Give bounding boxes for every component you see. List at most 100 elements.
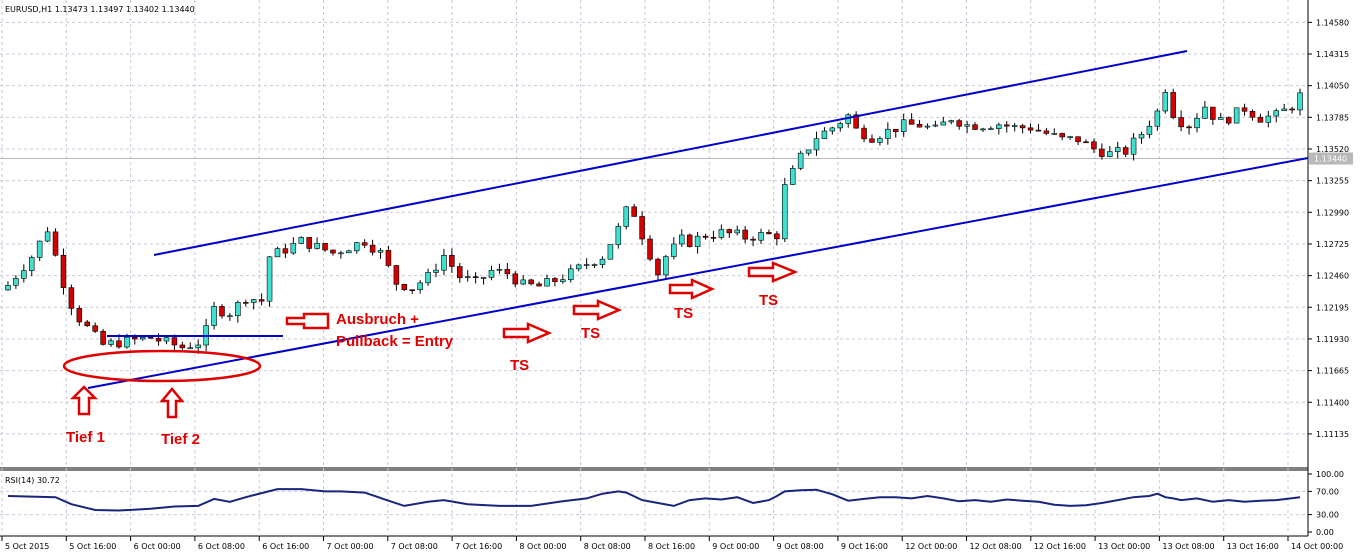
bullish-candle [314,243,320,249]
time-tick-label: 14 Oct 00:00 [1291,542,1343,551]
time-tick-label: 7 Oct 16:00 [455,542,502,551]
bullish-candle [417,282,423,290]
bullish-candle [1265,115,1272,123]
bearish-candle [972,124,978,130]
price-tick-label: 1.11400 [1316,398,1349,407]
price-tick-label: 1.11930 [1316,335,1349,344]
bearish-candle [647,238,653,260]
bearish-candle [1289,108,1295,111]
tief1-label: Tief 1 [66,429,105,446]
bullish-candle [900,119,907,132]
bullish-candle [5,284,11,291]
time-tick-label: 9 Oct 08:00 [777,542,824,551]
ts-label-4: TS [759,292,778,309]
ts-label-2: TS [581,325,600,342]
bullish-candle [1297,92,1303,111]
price-tick-label: 1.12990 [1316,208,1349,217]
bearish-candle [908,119,915,125]
bearish-candle [1186,126,1192,129]
bearish-candle [472,276,479,279]
bearish-candle [68,287,75,309]
bullish-candle [425,272,431,284]
bearish-candle [742,229,748,240]
time-tick-label: 8 Oct 00:00 [519,542,566,551]
bullish-candle [1138,134,1145,139]
rsi-tick-label: 70.00 [1316,487,1339,496]
grid [0,0,1308,536]
bullish-candle [266,256,273,302]
bearish-candle [1225,117,1232,124]
bearish-candle [1075,136,1081,143]
bullish-candle [250,299,257,303]
bullish-candle [441,255,447,271]
bearish-candle [457,266,463,279]
rsi-tick-label: 0.00 [1316,528,1334,537]
bearish-candle [1178,117,1184,128]
bullish-candle [124,336,130,348]
bearish-candle [750,238,756,241]
bearish-candle [76,308,83,323]
bearish-candle [219,306,225,317]
time-tick-label: 8 Oct 08:00 [584,542,631,551]
time-tick-label: 13 Oct 00:00 [1098,542,1150,551]
bullish-candle [163,337,170,342]
bearish-candle [1027,127,1034,131]
bearish-candle [449,255,455,267]
bullish-candle [36,240,43,258]
bullish-candle [1011,125,1018,127]
bearish-candle [100,331,106,345]
time-tick-label: 7 Oct 00:00 [327,542,374,551]
price-tick-label: 1.13785 [1316,113,1349,122]
bullish-candle [211,306,217,326]
bearish-candle [1035,129,1042,132]
bullish-candle [274,248,281,258]
bullish-candle [782,184,788,240]
bearish-candle [1043,130,1050,134]
bearish-candle [853,114,859,129]
bearish-candle [702,235,709,238]
channel-upper-line[interactable] [153,50,1188,256]
bearish-candle [710,237,717,239]
bullish-candle [298,237,305,244]
candles [5,88,1303,354]
bullish-candle [1194,118,1200,129]
lows-ellipse[interactable] [62,349,262,383]
bullish-candle [496,269,503,271]
time-tick-label: 12 Oct 00:00 [905,542,957,551]
bullish-candle [607,244,614,260]
ts-arrow-4 [747,261,799,283]
time-tick-label: 8 Oct 16:00 [648,542,695,551]
rsi-tick-label: 100.00 [1316,470,1344,479]
bearish-candle [1241,107,1248,112]
bearish-candle [869,138,875,143]
price-tick-label: 1.12725 [1316,240,1349,249]
bullish-candle [1067,136,1073,138]
bearish-candle [116,340,122,348]
tief1-arrow-up [69,385,99,416]
current-price-line: 1.13440 [0,152,1353,165]
bullish-candle [718,229,725,238]
rsi-tick-label: 30.00 [1316,511,1339,520]
bearish-candle [726,229,733,234]
time-tick-label: 12 Oct 16:00 [1034,542,1086,551]
bearish-candle [1122,147,1129,155]
bullish-candle [235,302,241,317]
bullish-candle [1218,117,1224,120]
bearish-candle [536,283,542,287]
bullish-candle [988,128,994,130]
rsi-line [7,488,1301,512]
channel-lower-line[interactable] [87,157,1309,389]
rsi-header: RSI(14) 30.72 [5,476,60,485]
bearish-candle [1091,141,1097,150]
bullish-candle [940,121,947,126]
time-tick-label: 13 Oct 08:00 [1162,542,1214,551]
bullish-candle [948,120,955,123]
time-tick-label: 7 Oct 08:00 [391,542,438,551]
bullish-candle [568,268,574,280]
bullish-candle [1146,125,1153,135]
price-tick-label: 1.11135 [1316,430,1349,439]
bullish-candle [1114,147,1121,152]
bullish-candle [924,125,931,128]
